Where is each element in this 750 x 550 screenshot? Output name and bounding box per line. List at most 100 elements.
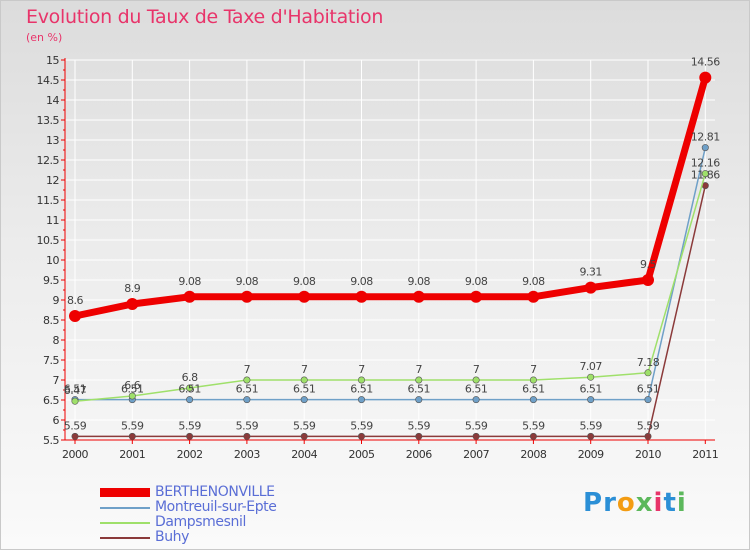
- logo-letter: t: [663, 488, 677, 518]
- data-point: [357, 396, 365, 404]
- data-label: 12.81: [691, 131, 720, 144]
- data-point: [69, 310, 81, 322]
- legend-label: BERTHENONVILLE: [155, 484, 275, 500]
- logo-letter: P: [583, 488, 604, 518]
- data-point: [644, 432, 652, 440]
- x-tick-label: 2008: [520, 448, 546, 461]
- data-label: 12.16: [691, 157, 720, 170]
- series-line-buhy: [74, 184, 707, 438]
- data-point: [701, 170, 709, 178]
- logo-letter: r: [603, 488, 617, 518]
- data-label: 9.08: [178, 275, 201, 288]
- data-label: 6.6: [124, 379, 140, 392]
- data-point: [587, 373, 595, 381]
- data-label: 9.08: [350, 275, 373, 288]
- data-point: [186, 396, 194, 404]
- data-label: 6.51: [178, 383, 201, 396]
- y-tick-label: 6: [53, 414, 60, 427]
- y-tick-label: 6.5: [43, 394, 59, 407]
- data-point: [587, 432, 595, 440]
- y-tick-label: 15: [46, 54, 59, 67]
- y-tick-label: 8.5: [43, 314, 59, 327]
- legend-swatch: [100, 507, 150, 509]
- data-label: 6.51: [64, 383, 87, 396]
- series-line-montreuil-sur-epte: [74, 146, 707, 401]
- x-tick-label: 2000: [62, 448, 88, 461]
- data-point: [243, 376, 251, 384]
- data-point: [527, 290, 540, 303]
- data-label: 6.47: [64, 384, 87, 397]
- x-tick-label: 2005: [349, 448, 375, 461]
- data-point: [415, 376, 423, 384]
- data-label: 5.59: [637, 419, 660, 432]
- data-point: [412, 290, 425, 303]
- data-point: [472, 376, 480, 384]
- data-point: [642, 274, 654, 286]
- x-tick-label: 2011: [692, 448, 718, 461]
- data-label: 9.08: [293, 275, 316, 288]
- x-tick-label: 2006: [406, 448, 432, 461]
- legend-item-berthenonville: BERTHENONVILLE: [100, 485, 340, 500]
- y-tick-label: 13: [46, 134, 59, 147]
- data-label: 7.18: [637, 356, 660, 369]
- data-label: 7: [473, 363, 480, 376]
- y-tick-label: 9: [53, 294, 60, 307]
- data-label: 7.07: [579, 360, 602, 373]
- x-tick-label: 2007: [463, 448, 489, 461]
- data-label: 7: [301, 363, 308, 376]
- data-point: [415, 432, 423, 440]
- data-label: 6.51: [579, 383, 602, 396]
- x-tick-label: 2009: [578, 448, 604, 461]
- data-label: 5.59: [408, 419, 431, 432]
- data-label: 14.56: [691, 56, 720, 69]
- data-label: 6.8: [182, 371, 198, 384]
- data-label: 5.59: [178, 419, 201, 432]
- proxiti-logo: Proxiti: [583, 488, 687, 518]
- logo-letter: x: [635, 488, 654, 518]
- x-tick-label: 2004: [291, 448, 317, 461]
- data-label: 5.59: [293, 419, 316, 432]
- data-point: [128, 392, 136, 400]
- data-label: 5.59: [236, 419, 259, 432]
- logo-letter: i: [676, 488, 687, 518]
- data-point: [128, 432, 136, 440]
- series-line-berthenonville: [71, 74, 709, 320]
- x-tick-label: 2001: [119, 448, 145, 461]
- data-point: [300, 396, 308, 404]
- data-point: [186, 384, 194, 392]
- x-tick-label: 2003: [234, 448, 260, 461]
- data-label: 6.51: [293, 383, 316, 396]
- series-line-dampsmesnil: [74, 172, 707, 402]
- y-tick-label: 12: [46, 174, 59, 187]
- data-point: [243, 396, 251, 404]
- legend-item-dampsmesnil: Dampsmesnil: [100, 515, 340, 530]
- legend-label: Buhy: [155, 529, 190, 545]
- y-tick-label: 10: [46, 254, 59, 267]
- data-point: [186, 432, 194, 440]
- data-label: 7: [244, 363, 251, 376]
- legend-label: Montreuil-sur-Epte: [155, 499, 277, 515]
- data-point: [701, 144, 709, 152]
- y-tick-label: 5.5: [43, 434, 59, 447]
- data-point: [243, 432, 251, 440]
- data-point: [644, 396, 652, 404]
- data-label: 8.9: [124, 282, 140, 295]
- legend: BERTHENONVILLE Montreuil-sur-Epte Dampsm…: [100, 485, 340, 545]
- chart-title: Evolution du Taux de Taxe d'Habitation: [26, 6, 384, 28]
- data-point: [472, 432, 480, 440]
- legend-swatch: [100, 488, 150, 497]
- y-tick-label: 8: [53, 334, 60, 347]
- data-point: [298, 290, 311, 303]
- data-point: [240, 290, 253, 303]
- data-label: 5.59: [350, 419, 373, 432]
- data-label: 9.08: [236, 275, 259, 288]
- data-point: [300, 432, 308, 440]
- data-label: 9.08: [522, 275, 545, 288]
- data-point: [584, 281, 597, 294]
- data-label: 8.6: [67, 294, 83, 307]
- legend-swatch: [100, 522, 150, 524]
- data-label: 9.08: [408, 275, 431, 288]
- y-tick-label: 7.5: [43, 354, 59, 367]
- data-point: [71, 397, 79, 405]
